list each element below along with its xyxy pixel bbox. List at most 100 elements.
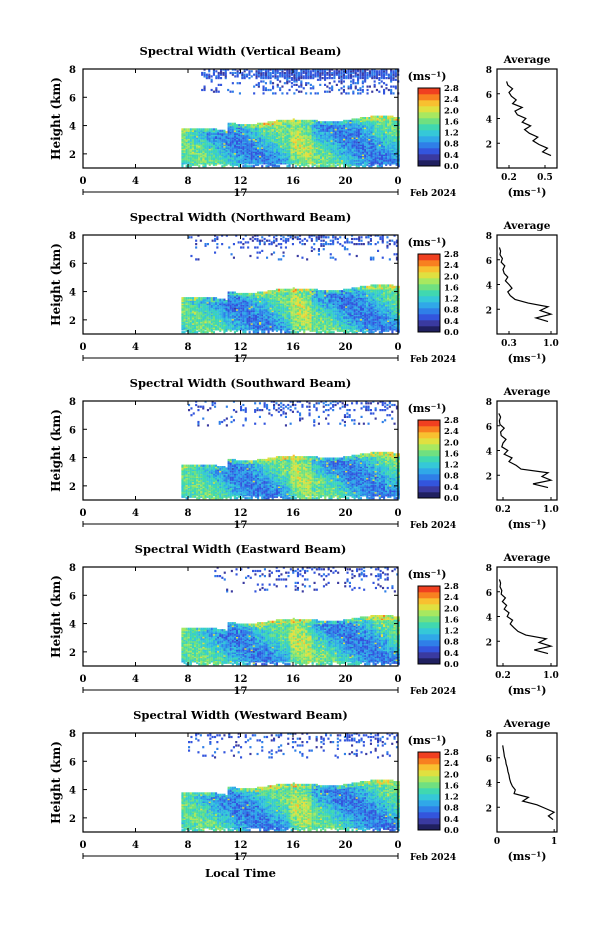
heatmap-cell <box>296 129 299 132</box>
heatmap-cell <box>305 146 308 149</box>
heatmap-cell <box>185 160 188 163</box>
heatmap-cell <box>244 149 247 152</box>
heatmap-cell <box>271 158 274 161</box>
heatmap-cell <box>303 158 306 161</box>
heatmap-cell <box>303 139 306 142</box>
heatmap-cell <box>198 297 201 300</box>
heatmap-cell <box>307 160 310 163</box>
heatmap-cell <box>313 160 316 163</box>
heatmap-cell <box>315 136 318 139</box>
heatmap-cell <box>307 152 310 155</box>
heatmap-cell <box>324 135 327 138</box>
heatmap-cell <box>196 150 199 154</box>
heatmap-cell <box>307 136 310 139</box>
heatmap-cell <box>208 150 211 154</box>
heatmap-cell <box>259 122 262 125</box>
heatmap-cell <box>238 146 241 149</box>
heatmap-cell <box>263 150 266 154</box>
heatmap-cell <box>294 136 297 139</box>
heatmap-cell <box>326 129 329 132</box>
heatmap-cell <box>185 145 188 148</box>
heatmap-cell <box>301 146 304 149</box>
heatmap-cell <box>288 149 291 152</box>
heatmap-cell <box>353 124 356 127</box>
heatmap-cell <box>200 138 203 141</box>
heatmap-cell <box>338 148 341 151</box>
heatmap-cell <box>265 142 268 145</box>
heatmap-cell <box>217 90 220 93</box>
heatmap-cell <box>206 138 209 141</box>
heatmap-cell <box>341 121 344 124</box>
heatmap-cell <box>242 156 245 159</box>
heatmap-cell <box>328 146 331 149</box>
heatmap-cell <box>269 149 272 152</box>
heatmap-cell <box>208 141 211 144</box>
heatmap-cell <box>336 160 339 163</box>
heatmap-cell <box>250 152 253 155</box>
heatmap-cell <box>229 124 232 127</box>
avg-x-label: (ms⁻¹) <box>508 186 547 199</box>
heatmap-cell <box>324 126 327 130</box>
heatmap-cell <box>236 138 239 141</box>
heatmap-cell <box>236 139 239 142</box>
heatmap-cell <box>392 85 395 88</box>
heatmap-cell <box>303 162 306 165</box>
heatmap-cell <box>236 126 239 130</box>
heatmap-cell <box>349 122 352 125</box>
heatmap-cell <box>244 132 247 135</box>
heatmap-cell <box>257 162 260 165</box>
heatmap-cell <box>194 297 197 300</box>
heatmap-cell <box>221 142 224 145</box>
heatmap-cell <box>305 134 308 137</box>
heatmap-cell <box>301 158 304 161</box>
heatmap-cell <box>357 88 360 92</box>
heatmap-cell <box>294 125 297 128</box>
heatmap-cell <box>189 162 192 165</box>
heatmap-cell <box>265 146 268 149</box>
heatmap-cell <box>299 131 302 134</box>
heatmap-cell <box>181 135 184 138</box>
heatmap-cell <box>301 149 304 152</box>
heatmap-cell <box>343 159 346 162</box>
heatmap-cell <box>265 149 268 152</box>
heatmap-cell <box>263 139 266 142</box>
heatmap-cell <box>331 77 334 80</box>
heatmap-cell <box>210 159 213 162</box>
heatmap-cell <box>183 143 186 147</box>
heatmap-cell <box>187 146 190 149</box>
heatmap-cell <box>294 121 297 124</box>
heatmap-cell <box>233 331 236 334</box>
heatmap-cell <box>263 146 266 149</box>
heatmap-cell <box>231 128 234 131</box>
heatmap-cell <box>257 141 260 144</box>
heatmap-cell <box>215 297 218 300</box>
heatmap-cell <box>189 136 192 139</box>
heatmap-cell <box>259 128 262 131</box>
heatmap-cell <box>189 132 192 135</box>
heatmap-cell <box>248 148 251 151</box>
heatmap-cell <box>362 148 365 151</box>
heatmap-cell <box>338 88 341 92</box>
heatmap-cell <box>320 121 323 124</box>
heatmap-cell <box>187 142 190 145</box>
heatmap-cell <box>265 145 268 148</box>
heatmap-cell <box>229 90 232 93</box>
heatmap-cell <box>282 136 285 139</box>
heatmap-cell <box>254 124 257 127</box>
y-tick-label: 8 <box>69 65 76 76</box>
heatmap-cell <box>206 134 209 137</box>
heatmap-cell <box>250 153 253 156</box>
heatmap-cell <box>362 149 365 152</box>
heatmap-cell <box>362 141 365 144</box>
heatmap-cell <box>347 155 350 158</box>
heatmap-cell <box>284 138 287 141</box>
heatmap-cell <box>250 139 253 142</box>
heatmap-cell <box>282 155 285 158</box>
heatmap-cell <box>238 139 241 142</box>
heatmap-cell <box>328 121 331 124</box>
heatmap-cell <box>187 129 190 132</box>
heatmap-cell <box>185 297 188 300</box>
heatmap-cell <box>338 125 341 128</box>
heatmap-cell <box>233 159 236 162</box>
